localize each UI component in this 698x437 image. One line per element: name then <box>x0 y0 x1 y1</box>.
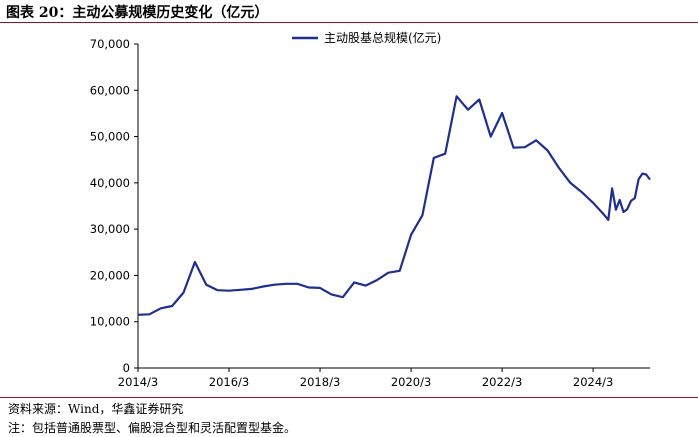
data-point <box>376 279 378 281</box>
header-rule <box>0 22 698 23</box>
data-point <box>228 290 230 292</box>
data-point <box>399 270 401 272</box>
data-point <box>387 272 389 274</box>
data-point <box>251 288 253 290</box>
data-point <box>342 296 344 298</box>
footnote: 注：包括普通股票型、偏股混合型和灵活配置型基金。 <box>8 421 297 435</box>
data-point <box>645 173 647 175</box>
data-point <box>637 178 639 180</box>
line-chart: 0 10,000 20,000 30,000 40,000 50,000 60,000 70,… <box>90 30 651 389</box>
data-point <box>611 187 613 189</box>
data-point <box>216 289 218 291</box>
data-point <box>634 197 636 199</box>
data-point <box>205 284 207 286</box>
data-point <box>137 314 139 316</box>
data-point <box>262 285 264 287</box>
data-point <box>410 234 412 236</box>
x-tick-label: 2024/3 <box>573 375 613 389</box>
data-point <box>524 146 526 148</box>
y-tick-label: 70,000 <box>90 37 130 51</box>
data-point <box>308 286 310 288</box>
data-point <box>478 98 480 100</box>
data-point <box>558 167 560 169</box>
y-tick-label: 60,000 <box>90 83 130 97</box>
source-note: 资料来源：Wind，华鑫证券研究 <box>8 402 184 416</box>
data-point <box>569 182 571 184</box>
data-point <box>512 147 514 149</box>
data-point <box>619 199 621 201</box>
data-point <box>319 287 321 289</box>
data-point <box>615 209 617 211</box>
data-point <box>546 149 548 151</box>
series-line <box>137 95 651 316</box>
data-point <box>581 191 583 193</box>
data-point <box>630 200 632 202</box>
data-point <box>364 284 366 286</box>
data-point <box>421 214 423 216</box>
data-point <box>330 293 332 295</box>
x-tick-label: 2018/3 <box>300 375 340 389</box>
data-point <box>171 305 173 307</box>
data-point <box>160 307 162 309</box>
data-point <box>535 139 537 141</box>
data-point <box>622 211 624 213</box>
x-tick-label: 2022/3 <box>482 375 522 389</box>
data-point <box>603 214 605 216</box>
x-tick-label: 2014/3 <box>118 375 158 389</box>
y-tick-label: 20,000 <box>90 268 130 282</box>
x-tick-label: 2016/3 <box>209 375 249 389</box>
data-point <box>433 157 435 159</box>
figure-title: 图表 20：主动公募规模历史变化（亿元） <box>6 5 269 21</box>
data-point <box>626 208 628 210</box>
y-tick-label: 0 <box>123 361 130 375</box>
footer-rule <box>0 397 698 398</box>
y-tick-label: 30,000 <box>90 222 130 236</box>
data-point <box>148 313 150 315</box>
data-point <box>239 289 241 291</box>
data-point <box>455 95 457 97</box>
y-tick-label: 10,000 <box>90 315 130 329</box>
legend-label: 主动股基总规模(亿元) <box>324 30 441 45</box>
data-point <box>641 172 643 174</box>
data-point <box>490 135 492 137</box>
data-point <box>296 283 298 285</box>
data-point <box>285 283 287 285</box>
data-point <box>182 291 184 293</box>
data-point <box>467 109 469 111</box>
data-point <box>607 219 609 221</box>
y-tick-label: 40,000 <box>90 176 130 190</box>
data-point <box>273 284 275 286</box>
data-point <box>592 202 594 204</box>
x-tick-label: 2020/3 <box>391 375 431 389</box>
data-point <box>353 281 355 283</box>
data-point <box>444 153 446 155</box>
data-point <box>501 112 503 114</box>
y-tick-label: 50,000 <box>90 130 130 144</box>
data-point <box>194 261 196 263</box>
data-point <box>649 178 651 180</box>
